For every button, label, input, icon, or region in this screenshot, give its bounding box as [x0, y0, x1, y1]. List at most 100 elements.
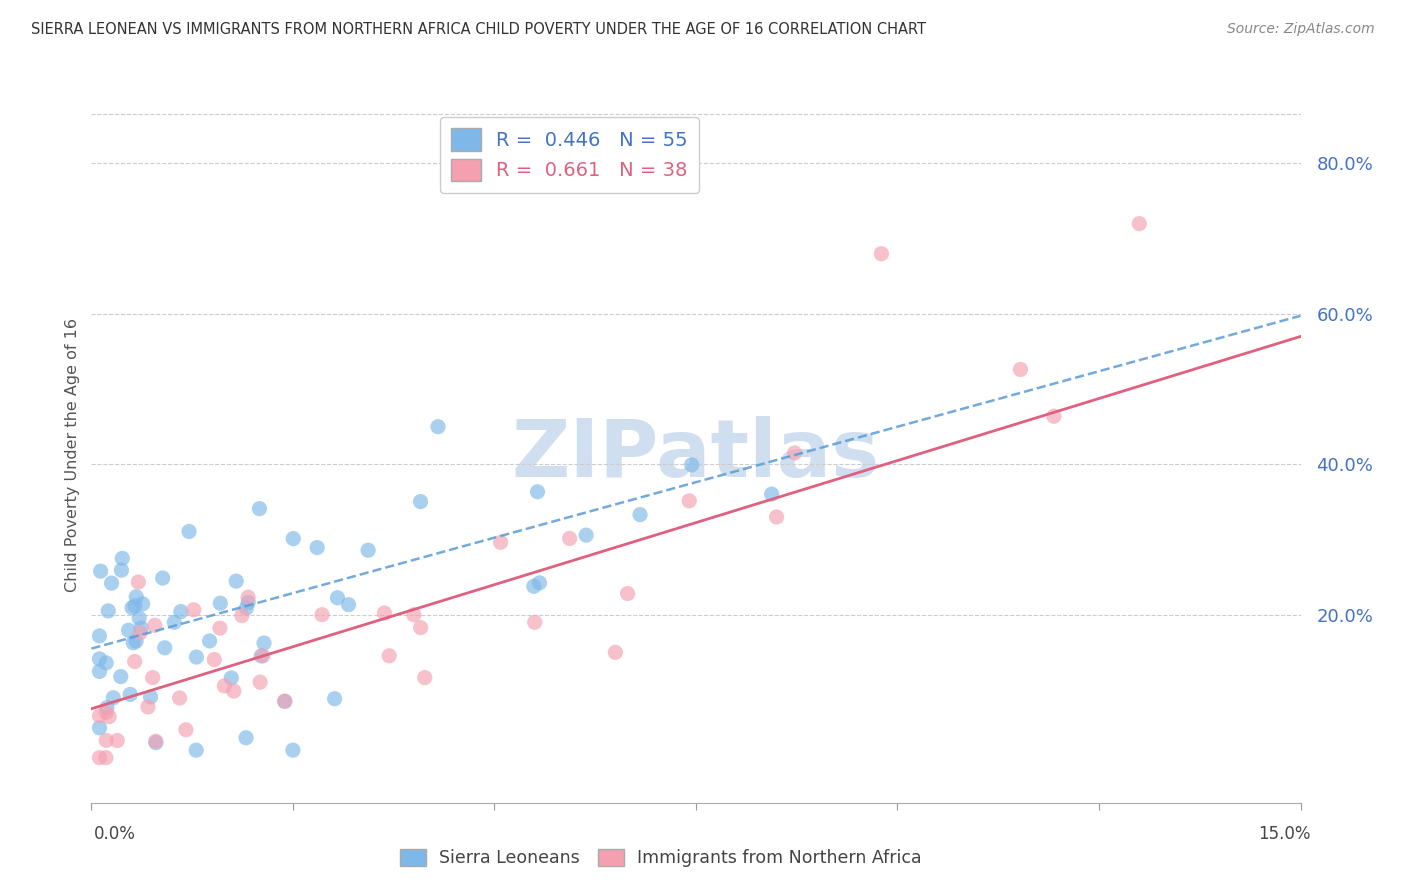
Point	[142, 671, 165, 685]
Text: ZIPatlas: ZIPatlas	[512, 416, 880, 494]
Point	[96, 700, 118, 714]
Point	[681, 458, 703, 472]
Point	[250, 648, 273, 663]
Point	[139, 690, 162, 704]
Point	[765, 510, 787, 524]
Y-axis label: Child Poverty Under the Age of 16: Child Poverty Under the Age of 16	[65, 318, 80, 592]
Point	[605, 645, 627, 659]
Point	[628, 508, 651, 522]
Point	[249, 501, 271, 516]
Point	[105, 733, 128, 747]
Point	[870, 246, 893, 260]
Point	[129, 621, 152, 635]
Point	[783, 446, 806, 460]
Point	[143, 618, 166, 632]
Point	[152, 571, 174, 585]
Point	[238, 595, 260, 609]
Point	[575, 528, 598, 542]
Point	[127, 575, 149, 590]
Point	[145, 734, 167, 748]
Point	[89, 665, 111, 679]
Point	[186, 743, 208, 757]
Point	[128, 611, 150, 625]
Point	[413, 671, 436, 685]
Point	[177, 524, 200, 539]
Point	[131, 597, 153, 611]
Point	[274, 694, 297, 708]
Point	[96, 656, 118, 670]
Point	[97, 604, 120, 618]
Point	[89, 652, 111, 666]
Point	[378, 648, 401, 663]
Point	[186, 650, 208, 665]
Point	[124, 599, 146, 613]
Point	[231, 608, 253, 623]
Point	[526, 484, 548, 499]
Point	[236, 590, 259, 604]
Text: SIERRA LEONEAN VS IMMIGRANTS FROM NORTHERN AFRICA CHILD POVERTY UNDER THE AGE OF: SIERRA LEONEAN VS IMMIGRANTS FROM NORTHE…	[31, 22, 927, 37]
Point	[103, 690, 125, 705]
Point	[125, 634, 148, 648]
Text: 0.0%: 0.0%	[94, 825, 136, 843]
Point	[129, 626, 152, 640]
Point	[100, 576, 122, 591]
Point	[145, 736, 167, 750]
Point	[111, 551, 134, 566]
Point	[214, 679, 236, 693]
Point	[337, 598, 360, 612]
Text: Source: ZipAtlas.com: Source: ZipAtlas.com	[1227, 22, 1375, 37]
Point	[89, 721, 111, 735]
Point	[761, 487, 783, 501]
Point	[225, 574, 247, 588]
Point	[409, 494, 432, 508]
Point	[125, 590, 148, 604]
Point	[427, 419, 450, 434]
Point	[409, 621, 432, 635]
Point	[235, 731, 257, 745]
Point	[558, 532, 581, 546]
Point	[120, 688, 142, 702]
Point	[402, 607, 425, 622]
Point	[274, 694, 297, 708]
Point	[124, 655, 146, 669]
Point	[489, 535, 512, 549]
Point	[311, 607, 333, 622]
Point	[122, 636, 145, 650]
Point	[249, 675, 271, 690]
Point	[219, 671, 242, 685]
Point	[117, 624, 139, 638]
Point	[89, 750, 111, 764]
Point	[1128, 217, 1150, 231]
Point	[94, 750, 117, 764]
Point	[169, 691, 191, 706]
Point	[523, 615, 546, 630]
Point	[110, 563, 132, 577]
Point	[96, 733, 118, 747]
Point	[110, 670, 132, 684]
Text: 15.0%: 15.0%	[1258, 825, 1310, 843]
Point	[89, 709, 111, 723]
Point	[209, 596, 232, 610]
Point	[90, 564, 112, 578]
Point	[616, 586, 638, 600]
Point	[222, 684, 245, 698]
Point	[253, 636, 276, 650]
Point	[373, 606, 395, 620]
Point	[174, 723, 197, 737]
Point	[202, 652, 225, 666]
Point	[183, 603, 205, 617]
Point	[121, 600, 143, 615]
Point	[529, 575, 551, 590]
Point	[163, 615, 186, 630]
Point	[198, 634, 221, 648]
Point	[323, 691, 346, 706]
Point	[678, 493, 700, 508]
Point	[357, 543, 380, 558]
Point	[170, 605, 193, 619]
Point	[208, 621, 231, 635]
Point	[307, 541, 329, 555]
Point	[281, 743, 304, 757]
Point	[153, 640, 176, 655]
Point	[326, 591, 349, 605]
Point	[523, 579, 546, 593]
